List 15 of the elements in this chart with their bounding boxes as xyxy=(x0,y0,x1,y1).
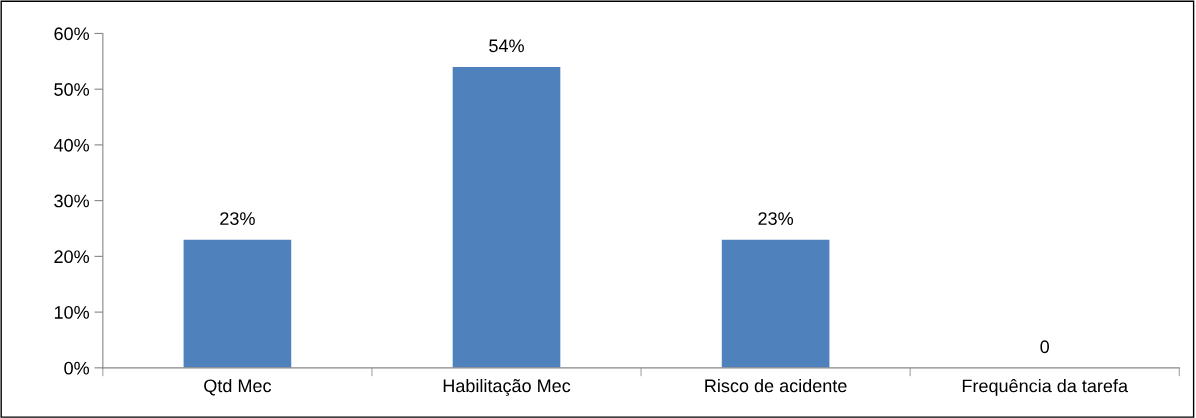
y-tick-label: 40% xyxy=(53,138,90,152)
x-tick-label: Habilitação Mec xyxy=(443,378,571,396)
y-tick-label: 10% xyxy=(54,306,90,319)
x-tick-label: Frequência da tarefa xyxy=(962,378,1129,396)
data-label: 0 xyxy=(1040,340,1050,354)
y-tick-label: 50% xyxy=(54,83,90,96)
x-tick-label: Risco de acidente xyxy=(705,378,847,393)
y-tick-label: 60% xyxy=(54,27,90,41)
y-tick-label: 0% xyxy=(64,361,90,375)
x-tick-label: Qtd Mec xyxy=(204,378,272,396)
y-tick-label: 30% xyxy=(54,194,90,208)
data-label: 23% xyxy=(758,212,794,225)
data-label: 23% xyxy=(220,212,255,225)
data-label: 54% xyxy=(489,39,524,53)
y-tick-label: 20% xyxy=(54,250,90,264)
